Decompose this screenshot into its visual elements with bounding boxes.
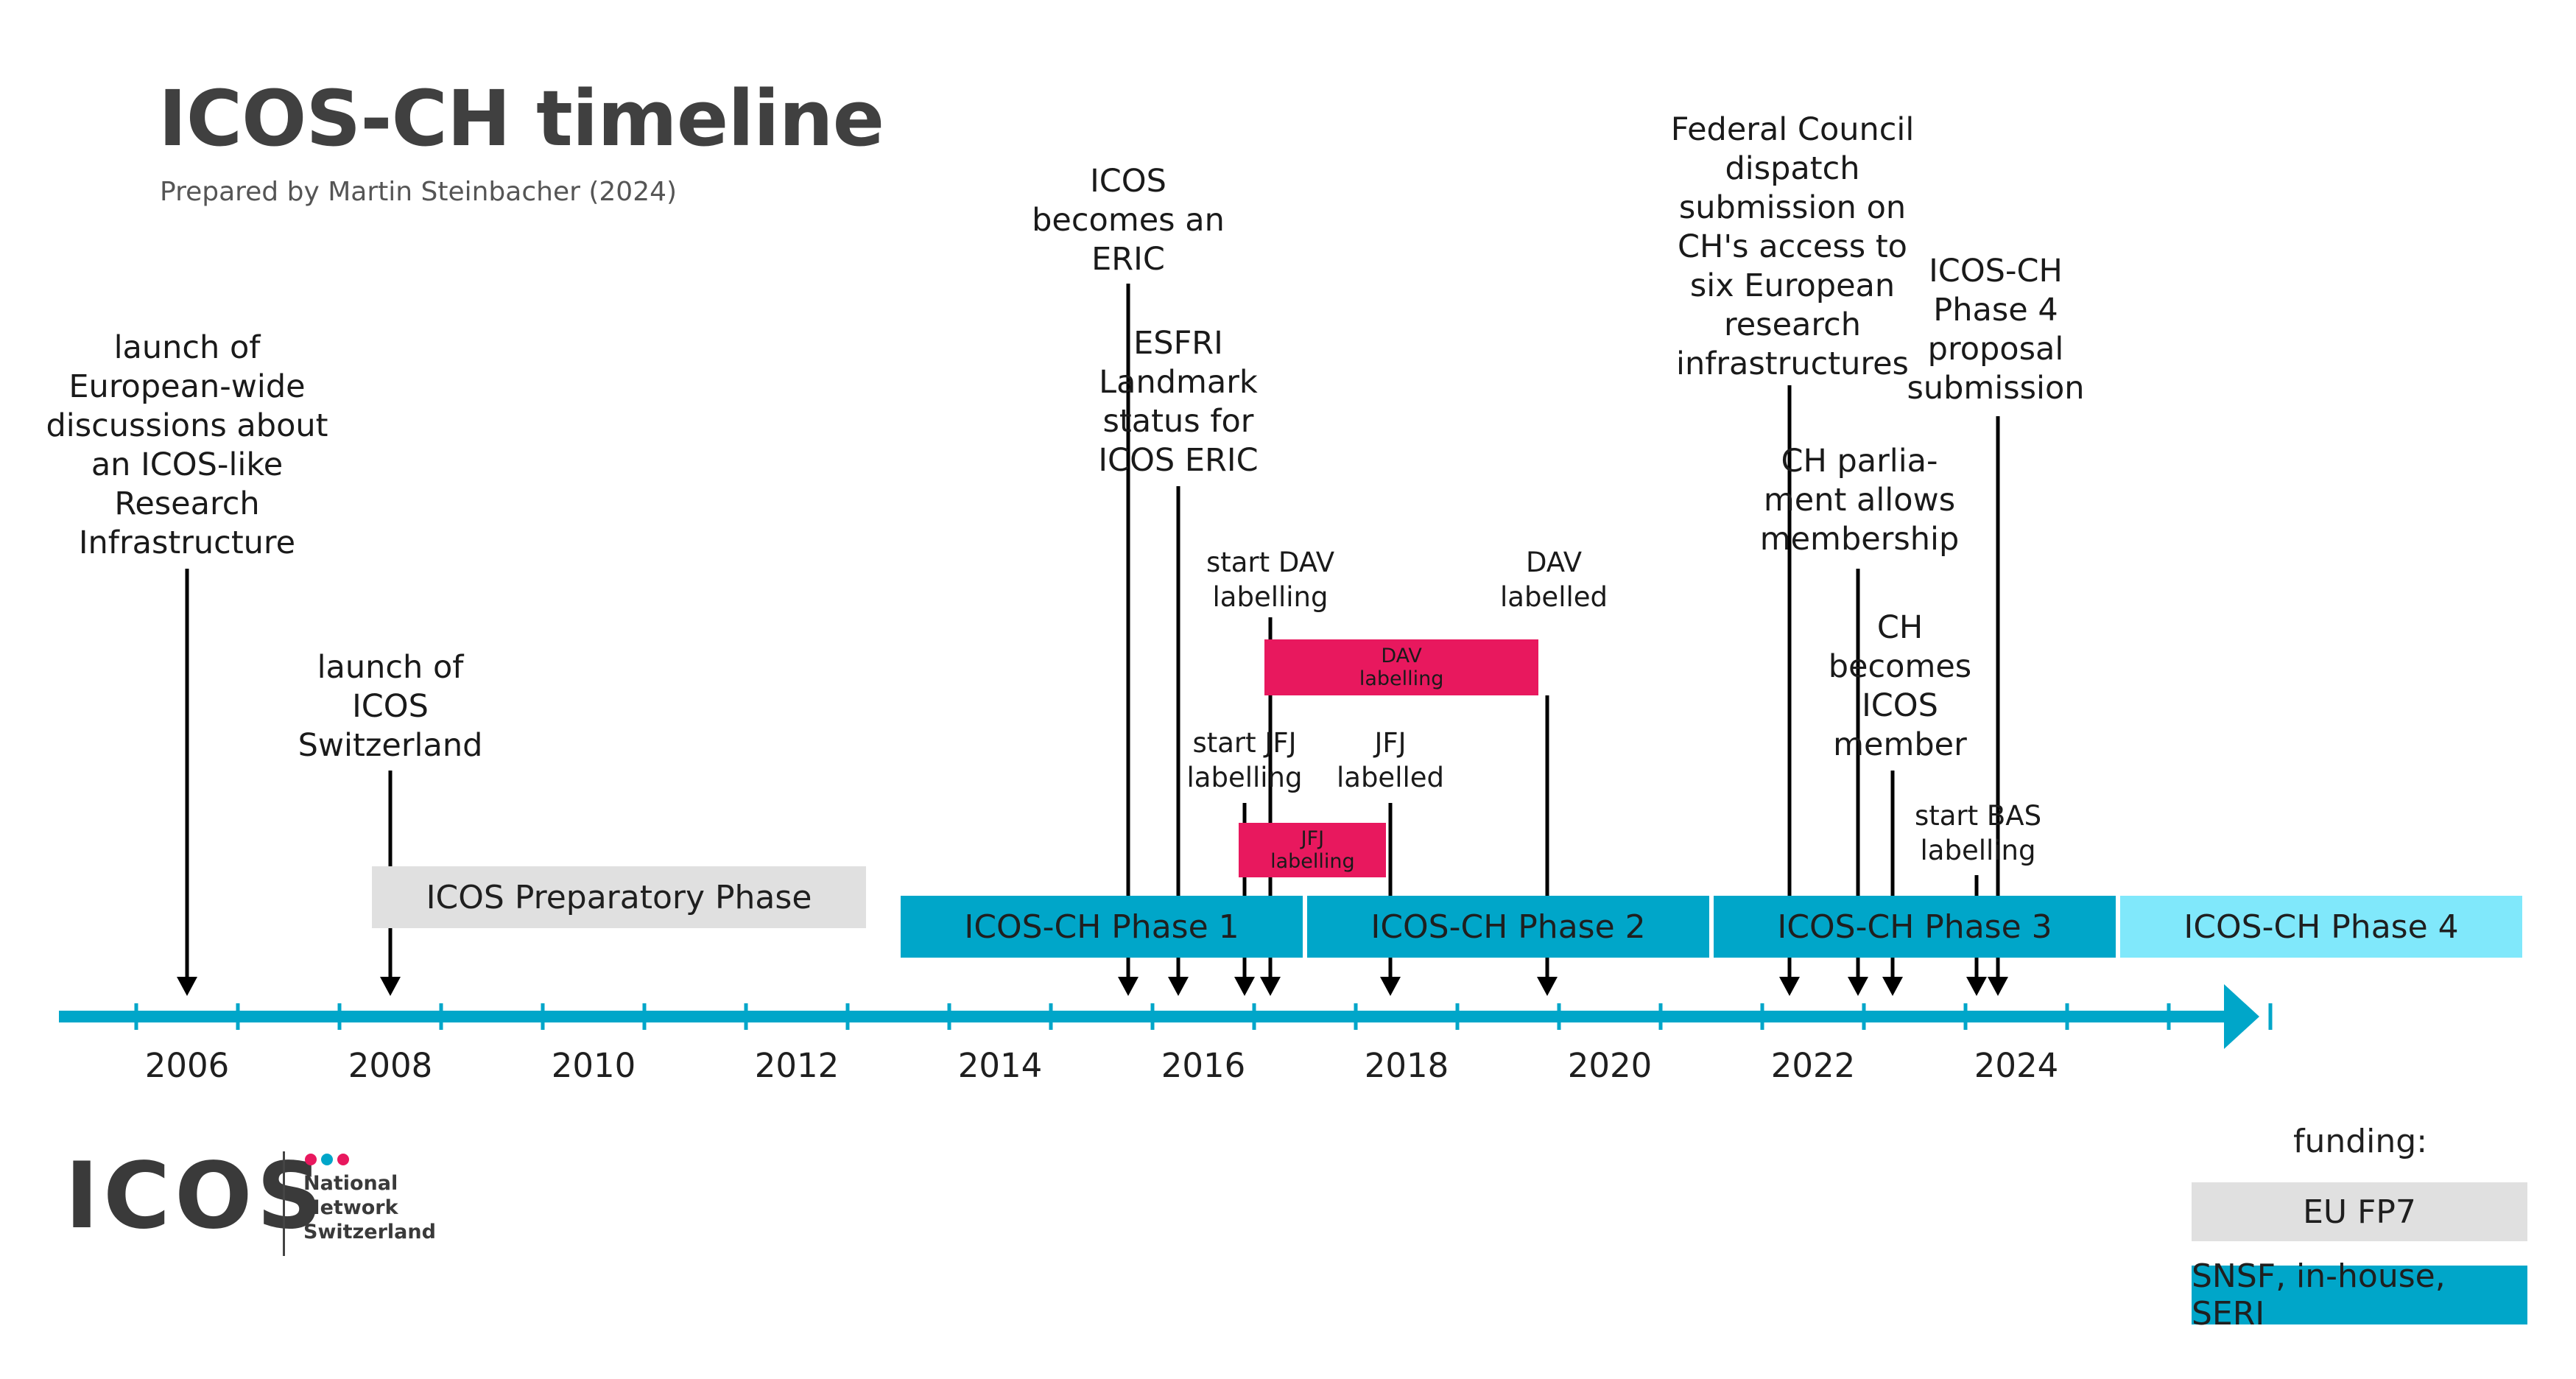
phase-bar: ICOS-CH Phase 2	[1307, 896, 1709, 958]
event-label: launch of European-wide discussions abou…	[46, 329, 328, 561]
axis-year-label: 2016	[1161, 1046, 1246, 1085]
page-title: ICOS-CH timeline	[158, 74, 884, 164]
arrow-down-icon	[1260, 977, 1281, 996]
arrow-down-icon	[1537, 977, 1558, 996]
axis-year-label: 2024	[1974, 1046, 2059, 1085]
page-subtitle: Prepared by Martin Steinbacher (2024)	[160, 177, 678, 207]
logo-dot	[321, 1154, 333, 1165]
phase-bar: ICOS-CH Phase 4	[2120, 896, 2522, 958]
arrow-down-icon	[1848, 977, 1868, 996]
event-label: Federal Council dispatch submission on C…	[1670, 111, 1915, 382]
event-label: start JFJ labelling	[1186, 727, 1303, 793]
arrow-down-icon	[1779, 977, 1800, 996]
labelling-bar: DAV labelling	[1264, 639, 1539, 695]
labelling-bar: JFJ labelling	[1239, 823, 1387, 877]
logo-dot	[305, 1154, 317, 1165]
axis-year-label: 2008	[348, 1046, 433, 1085]
phase-bar: ICOS Preparatory Phase	[372, 866, 866, 928]
event-label: ESFRI Landmark status for ICOS ERIC	[1098, 325, 1259, 479]
axis-year-label: 2018	[1364, 1046, 1449, 1085]
arrow-down-icon	[1168, 977, 1189, 996]
logo-wordmark: ICOS	[65, 1143, 327, 1249]
timeline-axis	[59, 984, 2273, 1049]
arrow-down-icon	[1988, 977, 2008, 996]
logo-divider	[283, 1151, 285, 1256]
logo-dots-icon	[305, 1154, 349, 1165]
event-label: JFJ labelled	[1336, 727, 1444, 793]
event-label: start DAV labelling	[1206, 547, 1335, 613]
arrow-down-icon	[1380, 977, 1401, 996]
phase-bar: ICOS-CH Phase 3	[1714, 896, 2116, 958]
arrow-down-icon	[1118, 977, 1139, 996]
event-label: CH parlia- ment allows membership	[1759, 443, 1960, 558]
legend-item-eu-fp7: EU FP7	[2192, 1182, 2527, 1241]
arrow-down-icon	[1234, 977, 1255, 996]
axis-year-label: 2006	[144, 1046, 230, 1085]
phase-bar: ICOS-CH Phase 1	[901, 896, 1303, 958]
legend-item-snsf: SNSF, in-house, SERI	[2192, 1257, 2527, 1333]
axis-year-label: 2022	[1770, 1046, 1856, 1085]
arrow-down-icon	[1966, 977, 1987, 996]
arrow-down-icon	[1882, 977, 1903, 996]
arrow-down-icon	[380, 977, 401, 996]
legend-item-label: EU FP7	[2303, 1193, 2416, 1231]
event-label: ICOS-CH Phase 4 proposal submission	[1907, 253, 2085, 407]
axis-year-label: 2010	[551, 1046, 636, 1085]
logo-dot	[337, 1154, 349, 1165]
axis-arrow-icon	[2224, 984, 2259, 1049]
logo-subtitle: National Network Switzerland	[303, 1172, 436, 1243]
event-label: ICOS becomes an ERIC	[1032, 163, 1225, 278]
axis-year-label: 2020	[1567, 1046, 1653, 1085]
event-label: DAV labelled	[1499, 547, 1608, 613]
event-label: launch of ICOS Switzerland	[298, 649, 483, 764]
arrow-down-icon	[177, 977, 197, 996]
legend-title: funding:	[2292, 1123, 2428, 1160]
event-label: start BAS labelling	[1914, 800, 2042, 866]
axis-year-label: 2012	[754, 1046, 840, 1085]
event-label: CH becomes ICOS member	[1828, 609, 1972, 763]
axis-year-label: 2014	[957, 1046, 1043, 1085]
legend-item-label: SNSF, in-house, SERI	[2192, 1257, 2446, 1333]
